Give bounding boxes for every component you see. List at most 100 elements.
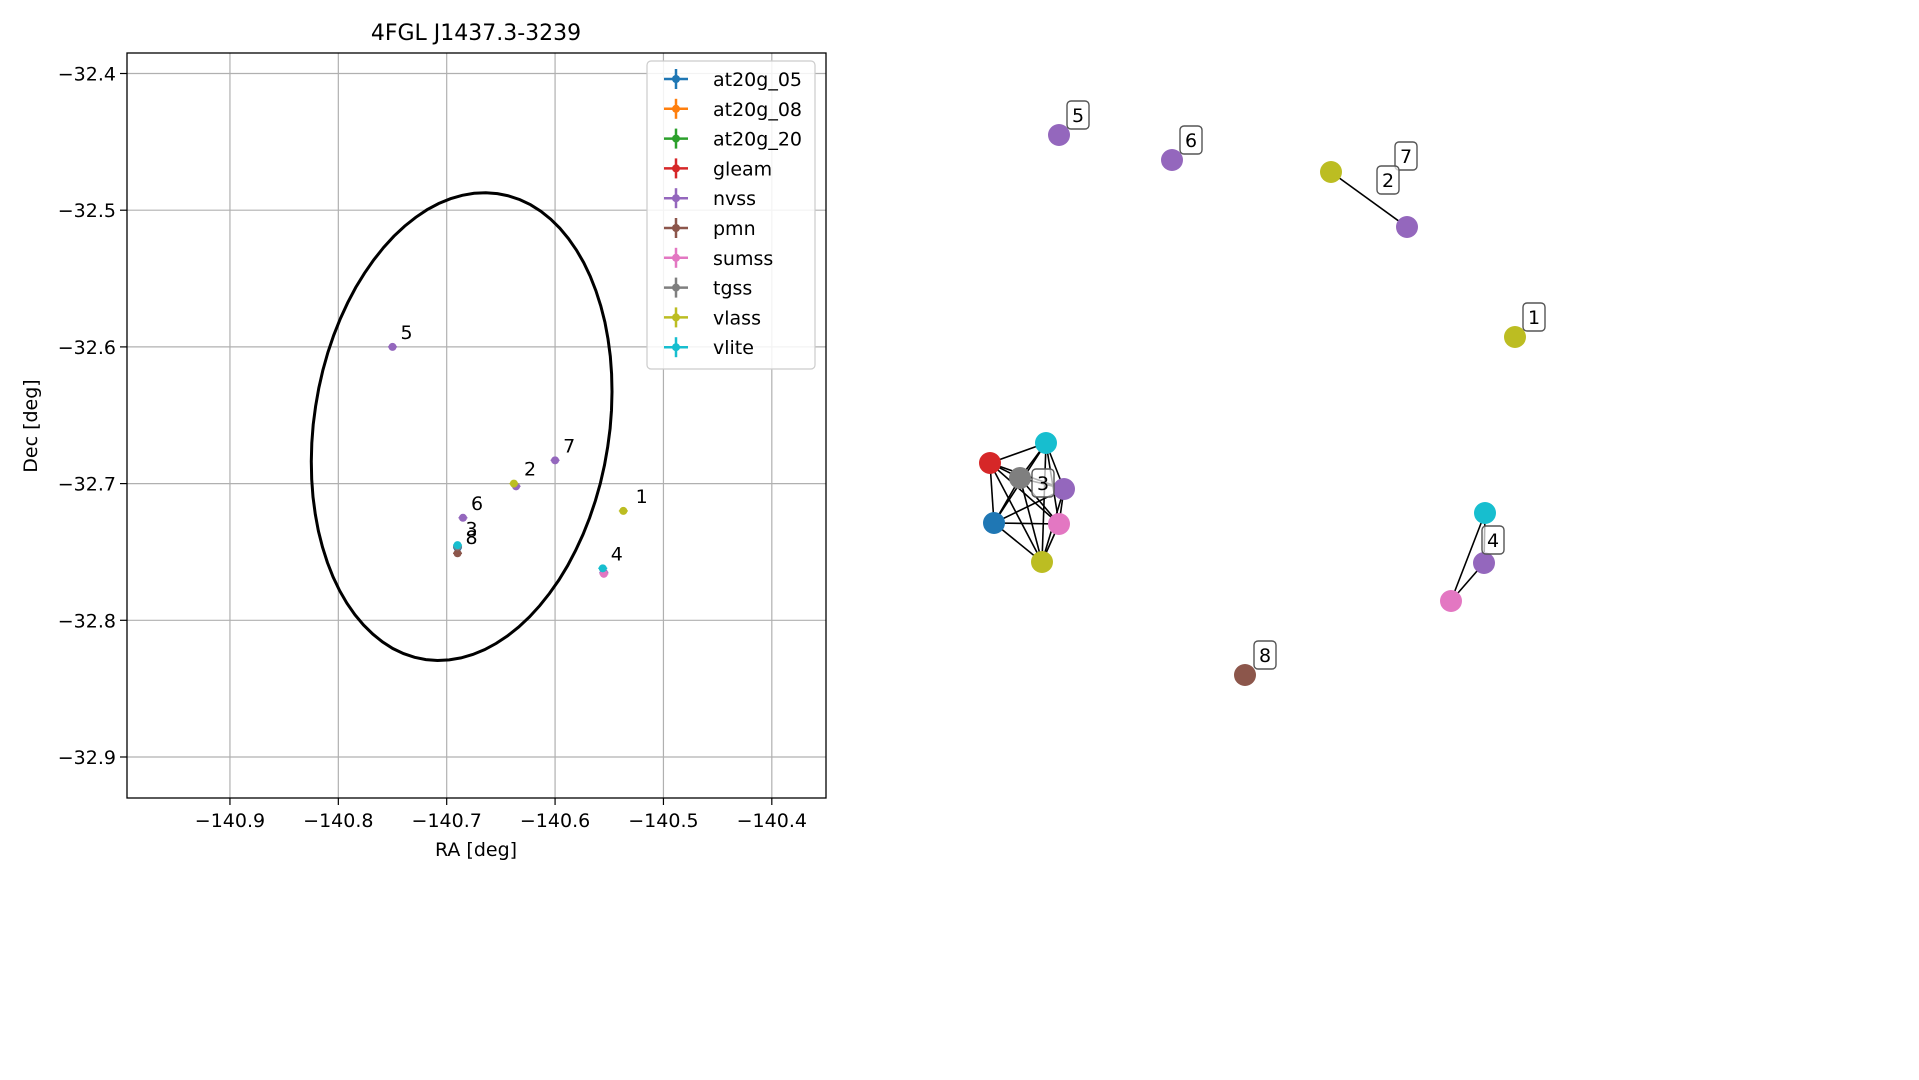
confidence-ellipse [309, 191, 614, 663]
node-label-text: 1 [1528, 307, 1540, 329]
network-node [1009, 467, 1031, 489]
y-tick-label: −32.4 [58, 64, 116, 86]
node-label-box [1376, 165, 1400, 195]
legend-marker-dot [672, 75, 680, 83]
point-annotation: 6 [471, 493, 483, 515]
legend-label: nvss [713, 188, 756, 210]
node-label-layer: 5 6 72 1 3 4 8 [1031, 100, 1546, 670]
x-axis-label: RA [deg] [435, 839, 517, 861]
network-node [1053, 478, 1075, 500]
network-node [983, 512, 1005, 534]
point-annotation: 7 [563, 435, 575, 457]
y-tick-label: −32.7 [58, 474, 116, 496]
node-label-text: 3 [1037, 473, 1049, 495]
plot-frame [126, 52, 827, 799]
point-vlite [453, 541, 462, 550]
network-node [1031, 551, 1053, 573]
point-annotation: 2 [524, 459, 536, 481]
legend-marker-dot [672, 164, 680, 173]
network-node [1048, 124, 1070, 146]
legend-marker-dot [672, 313, 680, 322]
legend-marker-dot [672, 104, 680, 113]
node-label-text: 2 [1382, 170, 1394, 192]
legend-label: vlite [713, 337, 754, 359]
x-tick-label: −140.7 [412, 810, 482, 832]
tick-layer: −140.9 −140.8 −140.7 −140.6 −140.5 −140.4 −32.… [58, 64, 807, 832]
network-edge [1450, 512, 1486, 602]
point-vlass [509, 479, 518, 488]
network-node [1234, 664, 1256, 686]
annotation-layer: 5 7 2 1 6 38 4 [401, 322, 648, 565]
node-label-box [1066, 100, 1090, 130]
legend-label: vlass [713, 307, 761, 329]
network-node [1035, 432, 1057, 454]
network-node [1474, 502, 1496, 524]
node-label: 1 [1522, 302, 1546, 332]
y-tick-label: −32.5 [58, 200, 116, 222]
x-tick-label: −140.9 [195, 810, 265, 832]
network-edge [1041, 442, 1047, 563]
legend-marker-dot [672, 134, 680, 143]
x-tick-label: −140.6 [520, 810, 590, 832]
network-panel: 5 6 72 1 3 4 8 [979, 100, 1546, 686]
legend-label: at20g_20 [713, 129, 802, 151]
legend-marker-dot [672, 283, 680, 292]
network-node [1504, 326, 1526, 348]
point-annotation: 5 [401, 322, 413, 344]
legend-label: gleam [713, 158, 772, 180]
node-label-text: 4 [1487, 530, 1499, 552]
legend-label: at20g_08 [713, 99, 802, 121]
network-edge [1330, 171, 1408, 228]
legend-label: sumss [713, 248, 773, 270]
node-label: 3 [1031, 468, 1055, 498]
node-label-box [1481, 525, 1505, 555]
point-pmn [453, 549, 462, 558]
network-node [1161, 149, 1183, 171]
point-nvss [458, 513, 467, 522]
node-label-box [1031, 468, 1055, 498]
x-tick-label: −140.4 [737, 810, 807, 832]
node-label-box [1522, 302, 1546, 332]
node-label-text: 6 [1185, 130, 1197, 152]
x-tick-label: −140.5 [628, 810, 698, 832]
node-label: 8 [1253, 640, 1277, 670]
chart-title: 4FGL J1437.3-3239 [371, 21, 581, 46]
point-annotation: 3 [466, 519, 478, 541]
x-tick-label: −140.8 [303, 810, 373, 832]
legend-marker-dot [672, 343, 680, 352]
node-label-text: 8 [1259, 645, 1271, 667]
node-label: 4 [1481, 525, 1505, 555]
legend-marker-dot [672, 253, 680, 262]
network-node [979, 452, 1001, 474]
y-tick-label: −32.9 [58, 747, 116, 769]
point-annotation: 1 [636, 486, 648, 508]
legend-label: tgss [713, 278, 752, 300]
network-node [1048, 513, 1070, 535]
node-label: 7 [1394, 141, 1418, 171]
network-node [1320, 161, 1342, 183]
node-label-text: 7 [1400, 146, 1412, 168]
node-label: 5 [1066, 100, 1090, 130]
network-node [1440, 590, 1462, 612]
points-layer [388, 342, 628, 578]
grid-layer [127, 53, 826, 798]
legend-box [646, 60, 816, 370]
node-label-box [1179, 125, 1203, 155]
node-label-box [1253, 640, 1277, 670]
point-annotation: 4 [611, 543, 623, 565]
network-node [1396, 216, 1418, 238]
point-nvss [551, 456, 560, 465]
point-nvss [388, 342, 397, 351]
y-tick-label: −32.8 [58, 610, 116, 632]
legend-marker-dot [672, 224, 680, 232]
network-node [1473, 552, 1495, 574]
ellipse-layer [309, 191, 614, 663]
node-label-box [1394, 141, 1418, 171]
network-edge [1019, 477, 1043, 563]
point-annotation: 8 [466, 527, 478, 549]
legend-label: at20g_05 [713, 69, 802, 91]
y-axis-label: Dec [deg] [20, 379, 42, 472]
